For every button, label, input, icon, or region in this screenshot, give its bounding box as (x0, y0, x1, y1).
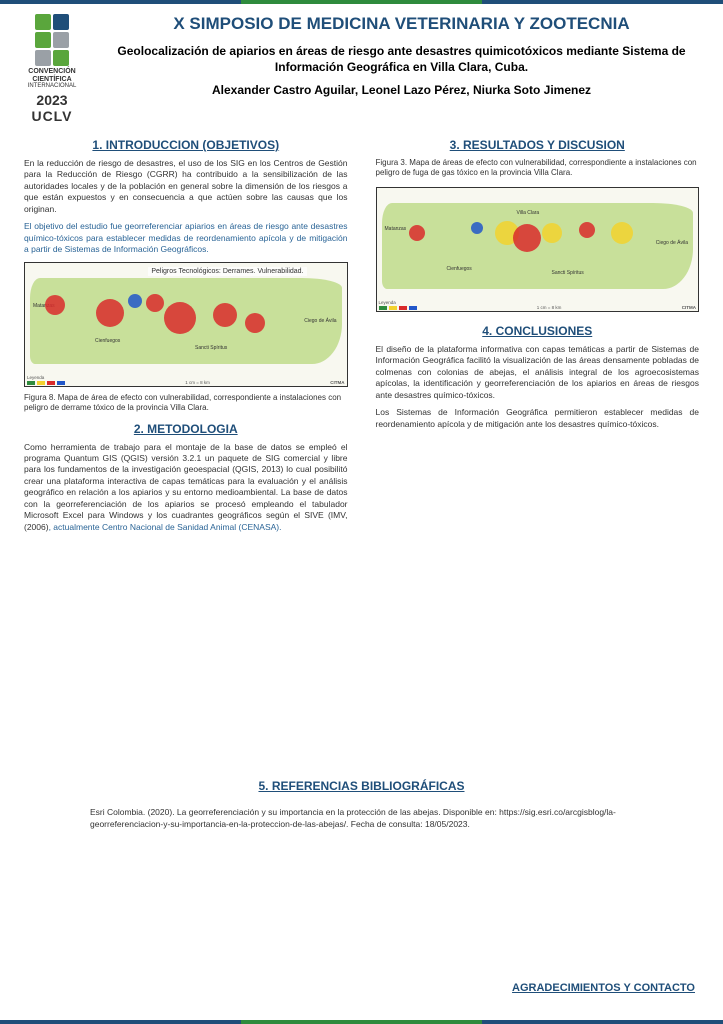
map-risk-dot (579, 222, 595, 238)
authors: Alexander Castro Aguilar, Leonel Lazo Pé… (98, 83, 705, 97)
subtitle: Geolocalización de apiarios en áreas de … (98, 44, 705, 75)
map1-inner-title: Peligros Tecnológicos: Derrames. Vulnera… (148, 267, 306, 276)
citma-label: CITMA (330, 380, 344, 385)
map-risk-dot (245, 313, 265, 333)
map-risk-dot (128, 294, 142, 308)
intro-p2: El objetivo del estudio fue georreferenc… (24, 221, 348, 255)
map-label-sancti2: Sancti Spíritus (552, 270, 584, 276)
map1-legend: Leyenda 1 cm = 8 km CITMA (27, 367, 345, 385)
ref-text: Esri Colombia. (2020). La georreferencia… (90, 807, 633, 830)
intro-p1: En la reducción de riesgo de desastres, … (24, 158, 348, 215)
logo-year: 2023 (36, 92, 67, 108)
logo-line1: CONVENCIÓN (28, 68, 75, 76)
content-columns: 1. INTRODUCCION (OBJETIVOS) En la reducc… (0, 132, 723, 539)
bottom-accent-bar (0, 1020, 723, 1024)
legend-label: Leyenda (27, 375, 65, 380)
map-risk-dot (409, 225, 425, 241)
method-text: Como herramienta de trabajo para el mont… (24, 442, 348, 534)
map-risk-dot (213, 303, 237, 327)
map-risk-dot (513, 224, 541, 252)
logo-grid-icon (35, 14, 69, 66)
map-figure-3: Matanzas Villa Clara Cienfuegos Sancti S… (376, 187, 700, 312)
legend-swatch (57, 381, 65, 385)
map-risk-dot (471, 222, 483, 234)
legend-swatch (379, 306, 387, 310)
method-title: 2. METODOLOGIA (24, 422, 348, 436)
map-risk-dot (146, 294, 164, 312)
legend-swatch (399, 306, 407, 310)
right-column: 3. RESULTADOS Y DISCUSION Figura 3. Mapa… (376, 138, 700, 539)
map-label-sancti: Sancti Spíritus (195, 345, 227, 351)
logo-line2: CIENTÍFICA (32, 76, 71, 84)
header: CONVENCIÓN CIENTÍFICA INTERNACIONAL 2023… (0, 0, 723, 132)
logo-org: UCLV (31, 108, 72, 124)
legend-swatch (37, 381, 45, 385)
map1-caption: Figura 8. Mapa de área de efecto con vul… (24, 393, 348, 414)
map2-legend: Leyenda 1 cm = 8 km CITMA (379, 292, 697, 310)
intro-title: 1. INTRODUCCION (OBJETIVOS) (24, 138, 348, 152)
main-title: X SIMPOSIO DE MEDICINA VETERINARIA Y ZOO… (98, 14, 705, 34)
references-section: 5. REFERENCIAS BIBLIOGRÁFICAS Esri Colom… (0, 759, 723, 830)
map-label-ciego2: Ciego de Ávila (656, 240, 688, 246)
map-label-cienfuegos: Cienfuegos (95, 338, 120, 344)
legend-label2: Leyenda (379, 300, 417, 305)
citma-label2: CITMA (682, 305, 696, 310)
map-label-matanzas2: Matanzas (385, 226, 407, 232)
map-risk-dot (611, 222, 633, 244)
legend-swatch (27, 381, 35, 385)
legend-swatch (47, 381, 55, 385)
concl-p1: El diseño de la plataforma informativa c… (376, 344, 700, 401)
concl-title: 4. CONCLUSIONES (376, 324, 700, 338)
header-text-block: X SIMPOSIO DE MEDICINA VETERINARIA Y ZOO… (98, 14, 705, 97)
acknowledgements-title: AGRADECIMIENTOS Y CONTACTO (512, 982, 695, 994)
map-risk-dot (96, 299, 124, 327)
legend-swatch (409, 306, 417, 310)
left-column: 1. INTRODUCCION (OBJETIVOS) En la reducc… (24, 138, 348, 539)
logo-line3: INTERNACIONAL (28, 83, 77, 90)
results-title: 3. RESULTADOS Y DISCUSION (376, 138, 700, 152)
map-risk-dot (164, 302, 196, 334)
map2-caption: Figura 3. Mapa de áreas de efecto con vu… (376, 158, 700, 179)
map-scale: 1 cm = 8 km (185, 380, 210, 385)
map-risk-dot (45, 295, 65, 315)
map-label-cienfuegos2: Cienfuegos (447, 266, 472, 272)
map-label-villa: Villa Clara (517, 210, 540, 216)
top-accent-bar (0, 0, 723, 4)
concl-p2: Los Sistemas de Información Geográfica p… (376, 407, 700, 430)
refs-title: 5. REFERENCIAS BIBLIOGRÁFICAS (90, 779, 633, 793)
map-risk-dot (542, 223, 562, 243)
map-label-ciego: Ciego de Ávila (304, 318, 336, 324)
map-scale2: 1 cm = 8 km (537, 305, 562, 310)
map-figure-8: Peligros Tecnológicos: Derrames. Vulnera… (24, 262, 348, 387)
conference-logo: CONVENCIÓN CIENTÍFICA INTERNACIONAL 2023… (18, 14, 86, 124)
legend-swatch (389, 306, 397, 310)
